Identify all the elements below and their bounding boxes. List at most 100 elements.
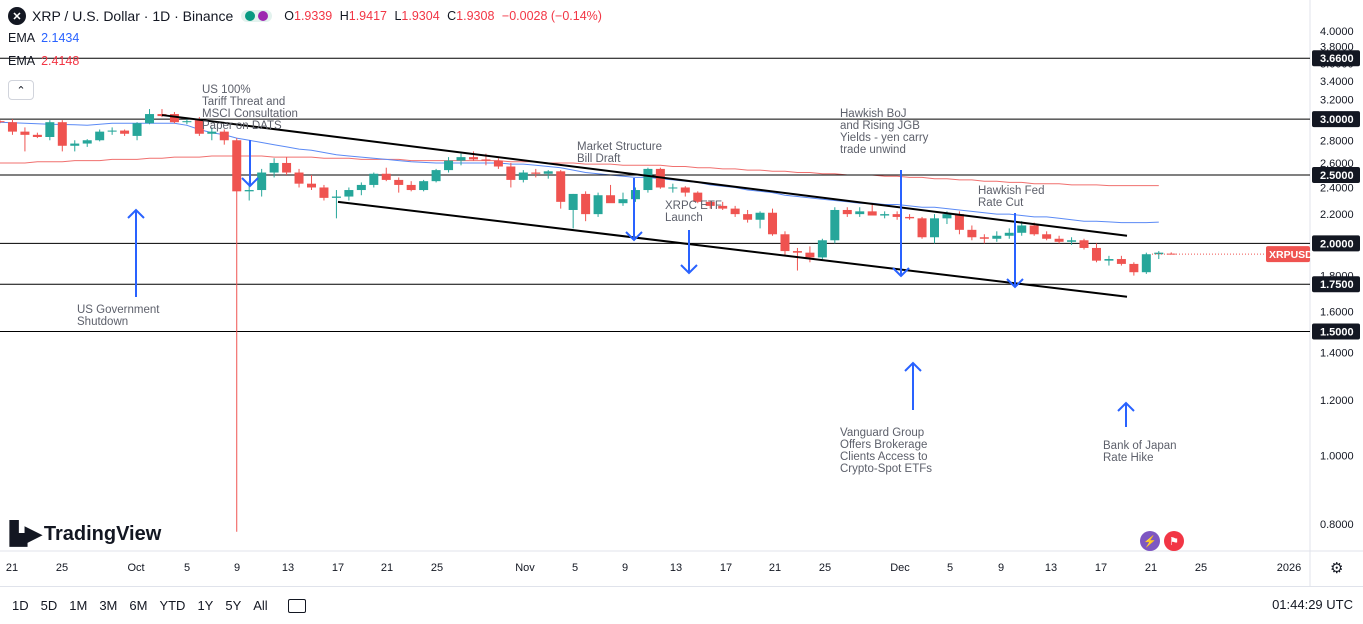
level-tag <box>1312 323 1360 340</box>
ema-slow-row[interactable]: EMA 2.4148 <box>8 49 602 72</box>
candle-body <box>132 123 142 136</box>
market-open-icon <box>245 11 256 21</box>
x-tick-label: 9 <box>622 562 628 574</box>
candle-body <box>954 214 964 230</box>
y-tick-label: 1.0000 <box>1320 451 1354 463</box>
chevron-up-icon[interactable]: ⌃ <box>8 80 34 100</box>
candle-body <box>269 162 279 173</box>
candle-body <box>930 218 939 238</box>
candle-body <box>1091 247 1101 261</box>
x-tick-label: 25 <box>1195 562 1207 574</box>
candle-body <box>1079 240 1089 248</box>
candle-body <box>905 216 915 219</box>
x-tick-label: 13 <box>1045 562 1057 574</box>
range-all[interactable]: All <box>253 598 268 613</box>
candle-body <box>207 131 217 134</box>
annotation-text: Tariff Threat and <box>202 96 285 108</box>
y-tick-label: 1.2000 <box>1320 395 1354 407</box>
annotation-text: Yields - yen carry <box>840 132 929 144</box>
candle-body <box>319 187 329 198</box>
candle-body <box>630 190 640 200</box>
annotation-text: Market Structure <box>577 141 662 153</box>
candle-body <box>518 172 528 180</box>
candle-body <box>70 143 80 146</box>
candle-body <box>568 193 578 210</box>
annotation-text: Rate Cut <box>978 197 1024 209</box>
x-logo-icon: ✕ <box>8 7 26 25</box>
candle-body <box>892 214 902 217</box>
candle-body <box>169 114 179 123</box>
candle-body <box>730 208 740 215</box>
candle-body <box>817 240 827 258</box>
annotation-text: US Government <box>77 304 160 316</box>
candle-body <box>1004 232 1014 236</box>
annotation-text: Hawkish BoJ <box>840 108 906 120</box>
lightning-icon[interactable]: ⚡ <box>1140 531 1160 551</box>
annotation-text: trade unwind <box>840 144 906 156</box>
range-5d[interactable]: 5D <box>40 598 58 613</box>
annotation-arrow-head <box>1117 401 1135 412</box>
candle-body <box>20 131 30 135</box>
annotation-arrow-head <box>904 361 922 372</box>
low-label: L <box>394 9 402 23</box>
trendline <box>161 114 1128 237</box>
candle-body <box>57 122 67 146</box>
annotation-arrow-head <box>127 208 145 219</box>
range-ytd[interactable]: YTD <box>159 598 186 613</box>
candle-body <box>668 187 678 189</box>
candle-body <box>593 195 603 215</box>
annotation-text: Shutdown <box>77 316 128 328</box>
x-tick-label: Dec <box>890 562 910 574</box>
bottom-toolbar: 1D 5D 1M 3M 6M YTD 1Y 5Y All 01:44:29 UT… <box>0 586 1363 624</box>
tradingview-mark-icon: ▙▶ <box>10 521 42 546</box>
annotation-text: Vanguard Group <box>840 427 924 439</box>
ema-fast-row[interactable]: EMA 2.1434 <box>8 26 602 49</box>
ema-slow-label: EMA <box>8 53 36 68</box>
x-tick-label: Nov <box>515 562 535 574</box>
status-icons[interactable] <box>241 10 273 22</box>
range-6m[interactable]: 6M <box>129 598 148 613</box>
candle-body <box>643 168 653 191</box>
gear-icon[interactable]: ⚙ <box>1330 560 1344 577</box>
candle-body <box>456 157 466 161</box>
annotation-text: and Rising JGB <box>840 120 920 132</box>
price-chart[interactable]: 4.00003.80003.60003.40003.20003.00002.80… <box>0 0 1363 586</box>
range-1y[interactable]: 1Y <box>197 598 214 613</box>
level-tag-label: 2.5000 <box>1320 170 1354 182</box>
close-value: 1.9308 <box>456 9 495 23</box>
flag-icon[interactable]: ⚑ <box>1164 531 1184 551</box>
share-icon <box>258 11 269 21</box>
y-tick-label: 4.0000 <box>1320 26 1354 38</box>
candle-body <box>768 212 778 235</box>
annotation-text: Paper on DATS <box>202 120 282 132</box>
candle-body <box>867 211 877 216</box>
candle-body <box>369 173 379 185</box>
level-tag-label: 1.7500 <box>1320 279 1354 291</box>
candle-body <box>917 218 927 238</box>
range-5y[interactable]: 5Y <box>225 598 242 613</box>
candle-body <box>0 121 5 123</box>
range-1d[interactable]: 1D <box>12 598 29 613</box>
x-tick-label: 9 <box>234 562 240 574</box>
candle-body <box>1141 254 1151 273</box>
candle-body <box>219 131 229 141</box>
level-tag <box>1312 166 1360 183</box>
range-3m[interactable]: 3M <box>99 598 118 613</box>
level-tag <box>1312 235 1360 252</box>
replay-icon[interactable] <box>287 598 306 613</box>
candle-body <box>556 171 566 202</box>
chart-title[interactable]: XRP / U.S. Dollar · 1D · Binance <box>32 8 234 24</box>
symbol-tag <box>1266 246 1310 263</box>
range-1m[interactable]: 1M <box>69 598 88 613</box>
ema-fast-line <box>0 121 1159 224</box>
candle-body <box>7 122 17 132</box>
annotation-text: Hawkish Fed <box>978 185 1044 197</box>
candle-body <box>780 234 790 252</box>
candle-body <box>481 159 491 161</box>
close-label: C <box>447 9 457 23</box>
clock[interactable]: 01:44:29 UTC <box>1272 597 1353 612</box>
